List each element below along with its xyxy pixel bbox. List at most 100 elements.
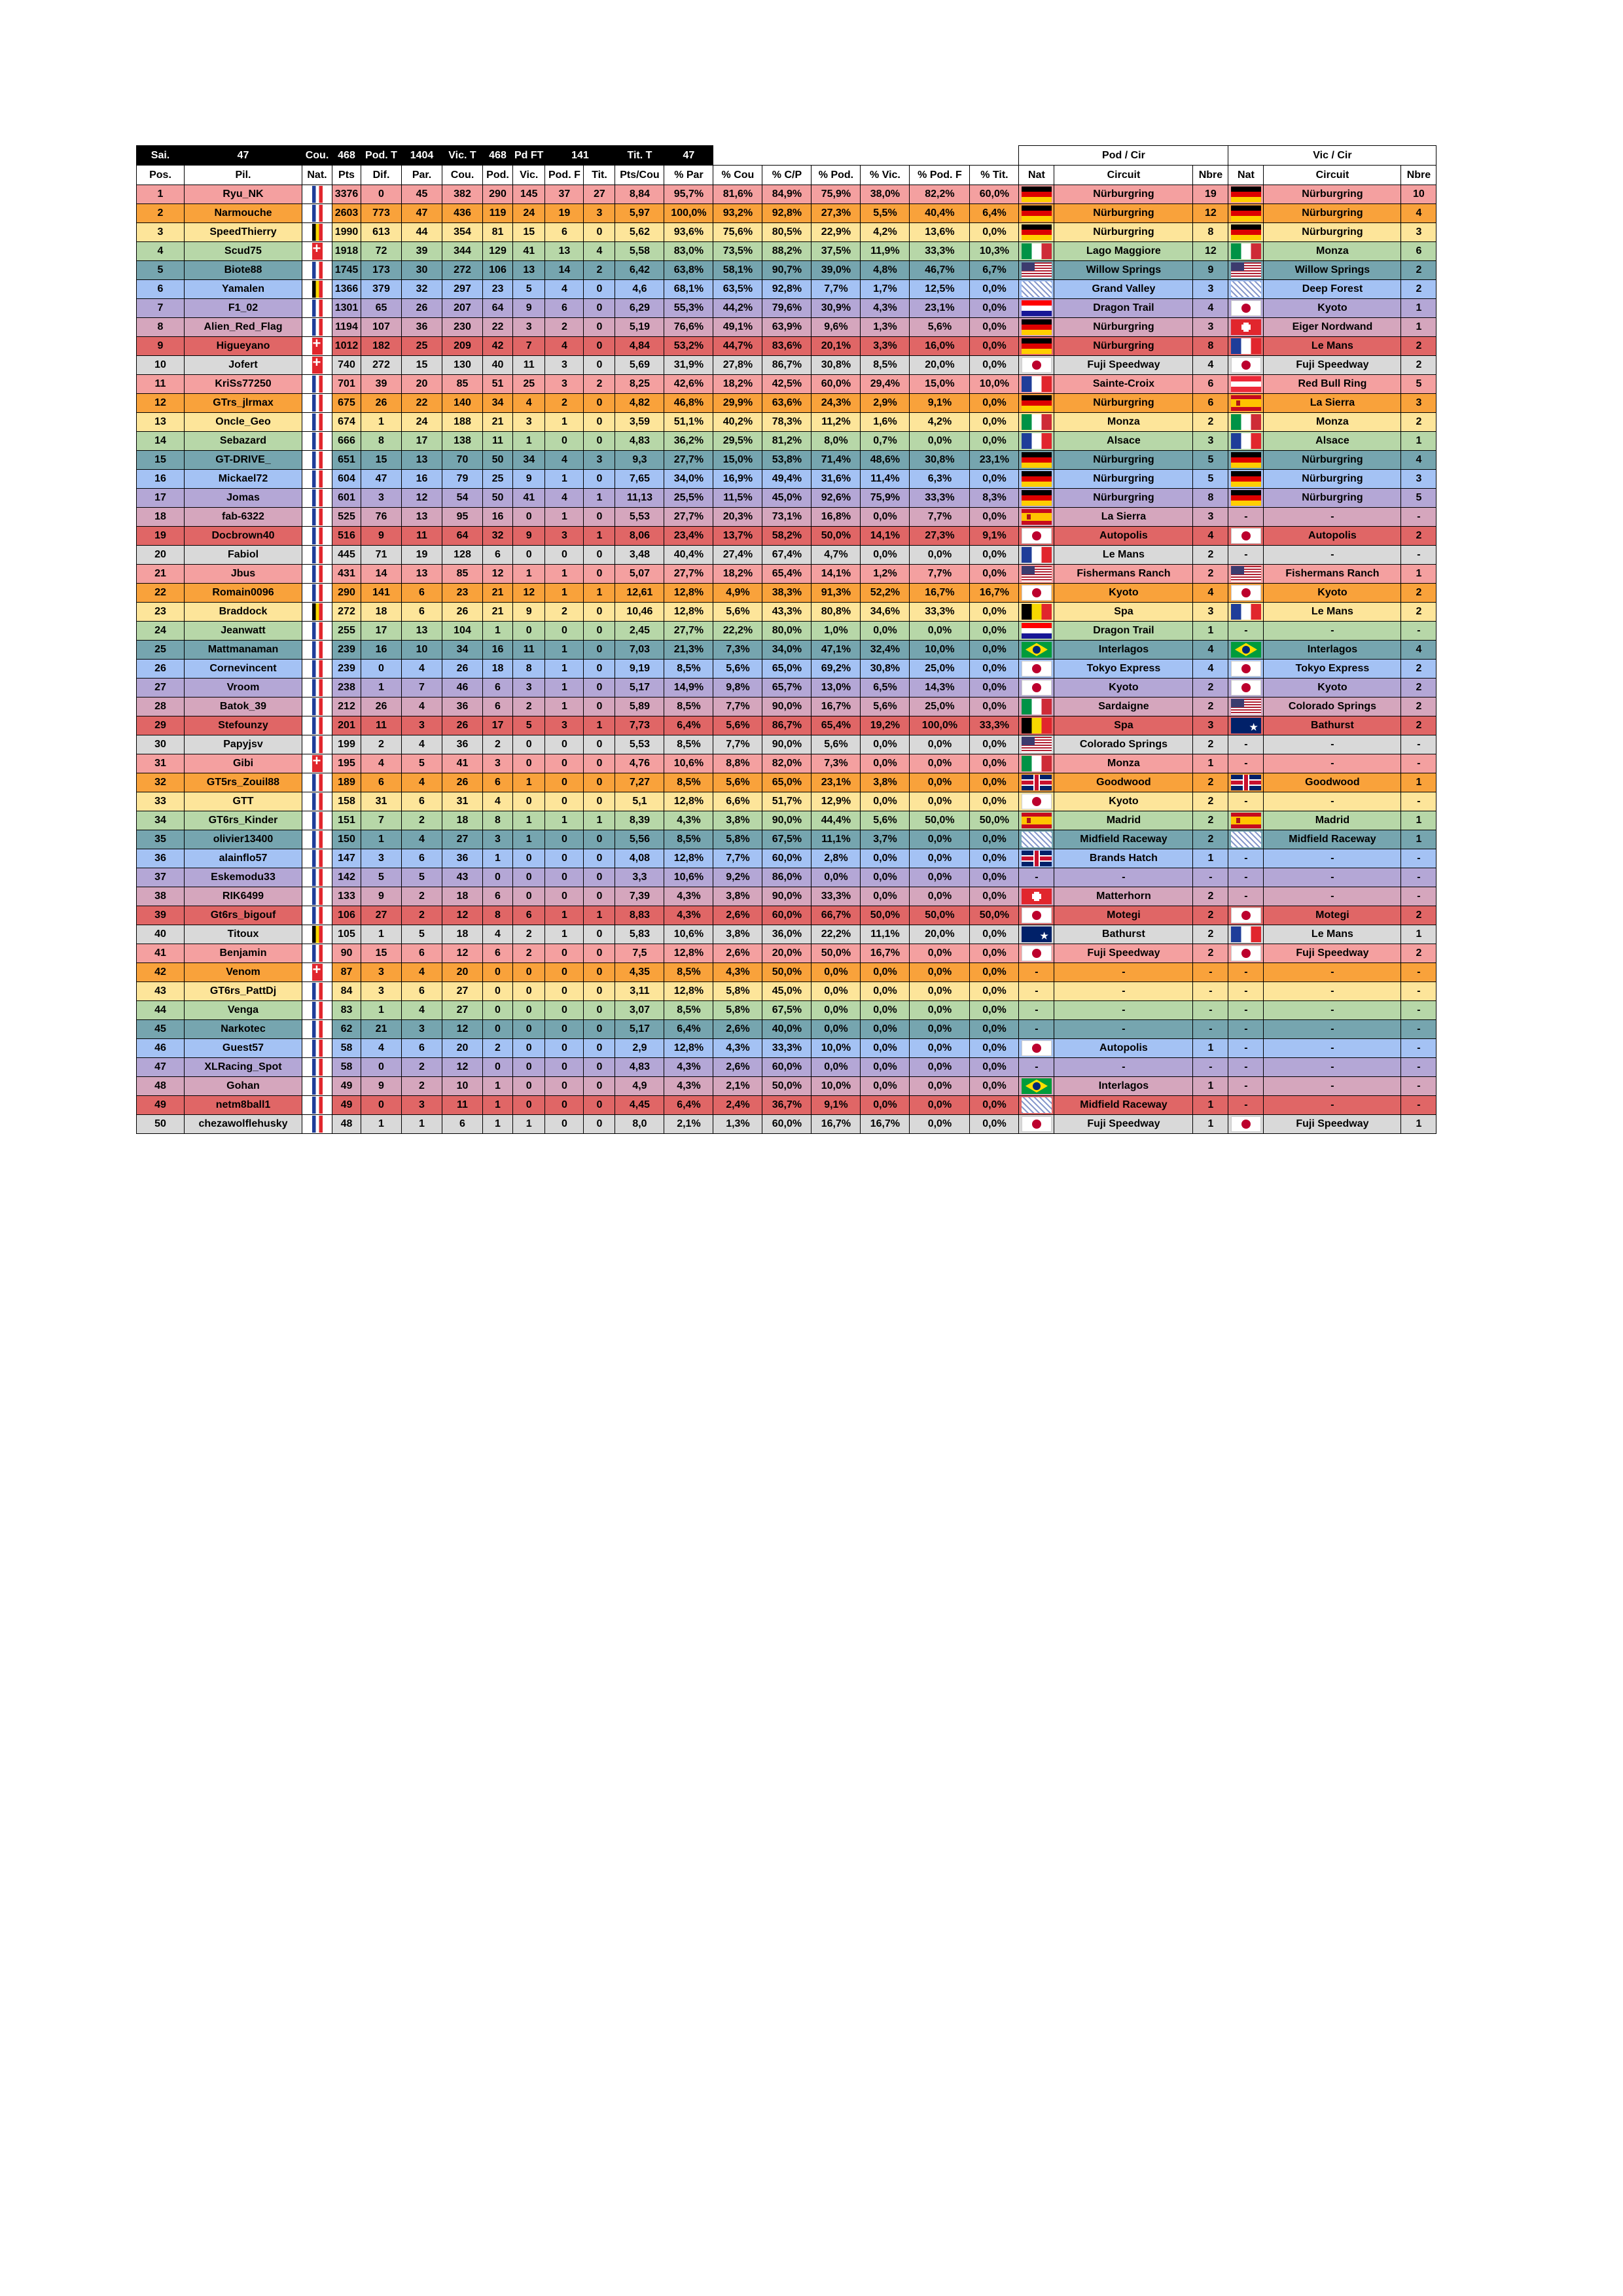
- races: 12: [442, 906, 483, 925]
- pod-circuit-flag: [1018, 678, 1055, 698]
- titles: 0: [583, 317, 616, 337]
- pod-circuit-flag: [1018, 1114, 1055, 1134]
- points-per-race: 5,17: [615, 1019, 665, 1039]
- pct-c-p: 84,9%: [762, 185, 812, 204]
- pct-races: 4,3%: [713, 963, 763, 982]
- flag-icon: [1230, 926, 1261, 942]
- podiums: 6: [482, 545, 513, 565]
- participations: 5: [401, 754, 442, 773]
- vic-circuit-name: Willow Springs: [1263, 260, 1402, 280]
- pct-races: 29,9%: [713, 393, 763, 413]
- participations: 2: [401, 1076, 442, 1096]
- vic-circuit-name: -: [1263, 887, 1402, 906]
- races: 36: [442, 735, 483, 754]
- vic-circuit-count: 2: [1400, 279, 1437, 299]
- column-header: % Cou: [713, 165, 763, 185]
- vic-circuit-flag: [1228, 488, 1264, 508]
- pct-podiums: 16,7%: [811, 697, 861, 716]
- vic-circuit-count: -: [1400, 545, 1437, 565]
- points: 1301: [332, 298, 361, 318]
- pod-circuit-name: Le Mans: [1054, 545, 1194, 565]
- pct-pod-f: 100,0%: [909, 716, 971, 735]
- victories: 12: [512, 583, 546, 603]
- flag-icon: [312, 622, 323, 639]
- pilot-name: GT-DRIVE_: [184, 450, 302, 470]
- podt-value: 1404: [401, 145, 442, 166]
- flag-icon: [1021, 603, 1052, 620]
- pilot-name: Batok_39: [184, 697, 302, 716]
- difference: 26: [361, 393, 402, 413]
- pct-victories: 8,5%: [860, 355, 910, 375]
- vic-circuit-count: 2: [1400, 260, 1437, 280]
- pod-circuit-count: 2: [1192, 944, 1229, 963]
- points-per-race: 12,61: [615, 583, 665, 603]
- pct-victories: 50,0%: [860, 906, 910, 925]
- victories: 0: [512, 1019, 546, 1039]
- pct-titles: 10,0%: [969, 374, 1020, 394]
- pod-circuit-flag: [1018, 374, 1055, 394]
- pct-pod-f: 0,0%: [909, 431, 971, 451]
- pct-podiums: 10,0%: [811, 1038, 861, 1058]
- table-row: 37 Eskemodu33 142 5 5 43 0 0 0 0 3,3 10,6% 9,2% 86,0%…: [136, 868, 1437, 887]
- column-header-row: Pos. Pil. Nat. Pts Dif. Par. Cou. Pod. Vic. Pod. …: [136, 165, 1437, 185]
- points-per-race: 4,76: [615, 754, 665, 773]
- flag-icon: [1230, 300, 1261, 316]
- difference: 9: [361, 1076, 402, 1096]
- pod-f: 6: [544, 298, 584, 318]
- difference: 7: [361, 811, 402, 830]
- pilot-nationality: [302, 431, 332, 451]
- pod-f: 4: [544, 336, 584, 356]
- points: 1194: [332, 317, 361, 337]
- races: 18: [442, 811, 483, 830]
- races: 64: [442, 526, 483, 546]
- flag-icon: [1021, 774, 1052, 790]
- pilot-name: fab-6322: [184, 507, 302, 527]
- flag-icon: [1021, 926, 1052, 942]
- points: 272: [332, 602, 361, 622]
- pilot-nationality: [302, 450, 332, 470]
- pct-pod-f: 0,0%: [909, 545, 971, 565]
- pod-circuit-count: 1: [1192, 1095, 1229, 1115]
- table-row: 34 GT6rs_Kinder 151 7 2 18 8 1 1 1 8,39 4,3% 3,8% 90,…: [136, 811, 1437, 830]
- pod-circuit-name: -: [1054, 1019, 1194, 1039]
- pct-c-p: 86,7%: [762, 716, 812, 735]
- vic-circuit-flag: [1228, 773, 1264, 792]
- pct-pod-f: 33,3%: [909, 488, 971, 508]
- pct-titles: 0,0%: [969, 963, 1020, 982]
- races: 6: [442, 1114, 483, 1134]
- pct-pod-f: 0,0%: [909, 1038, 971, 1058]
- difference: 31: [361, 792, 402, 811]
- pod-circuit-name: Colorado Springs: [1054, 735, 1194, 754]
- difference: 47: [361, 469, 402, 489]
- pilot-name: Cornevincent: [184, 659, 302, 679]
- vic-circuit-flag: -: [1228, 507, 1264, 527]
- column-header: Vic.: [512, 165, 546, 185]
- pct-races: 73,5%: [713, 241, 763, 261]
- points: 290: [332, 583, 361, 603]
- pod-circuit-name: Midfield Raceway: [1054, 1095, 1194, 1115]
- flag-icon: [312, 338, 323, 355]
- vic-circuit-name: Midfield Raceway: [1263, 830, 1402, 849]
- pod-circuit-name: Kyoto: [1054, 583, 1194, 603]
- position: 1: [136, 185, 185, 204]
- points: 601: [332, 488, 361, 508]
- victories: 0: [512, 981, 546, 1001]
- participations: 4: [401, 697, 442, 716]
- table-row: 16 Mickael72 604 47 16 79 25 9 1 0 7,65 34,0% 16,9% 4…: [136, 469, 1437, 489]
- podiums: 0: [482, 868, 513, 887]
- table-row: 30 Papyjsv 199 2 4 36 2 0 0 0 5,53 8,5% 7,7% 90,0% 5,6…: [136, 735, 1437, 754]
- table-row: 22 Romain0096 290 141 6 23 21 12 1 1 12,61 12,8% 4,9…: [136, 583, 1437, 603]
- pct-victories: 16,7%: [860, 1114, 910, 1134]
- pilot-nationality: [302, 526, 332, 546]
- pilot-nationality: [302, 944, 332, 963]
- pct-titles: 23,1%: [969, 450, 1020, 470]
- pct-races: 7,7%: [713, 697, 763, 716]
- sai-value: 47: [184, 145, 302, 166]
- points-per-race: 5,62: [615, 222, 665, 242]
- pct-participation: 46,8%: [664, 393, 714, 413]
- pilot-name: Fabiol: [184, 545, 302, 565]
- pct-participation: 100,0%: [664, 203, 714, 223]
- summary-row: Sai. 47 Cou. 468 Pod. T 1404 Vic. T 468 …: [136, 145, 1437, 166]
- races: 18: [442, 887, 483, 906]
- points-per-race: 4,08: [615, 849, 665, 868]
